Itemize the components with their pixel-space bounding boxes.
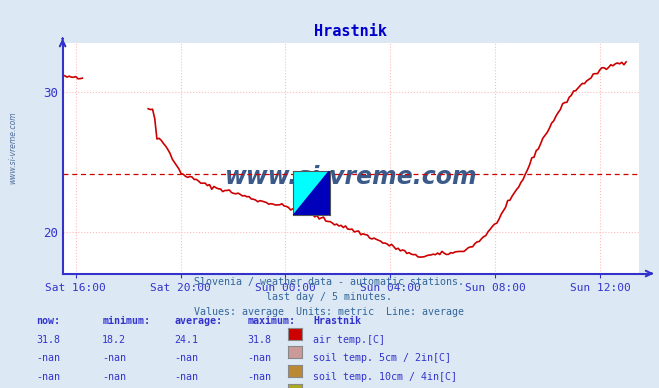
Text: -nan: -nan [102, 353, 126, 364]
Text: -nan: -nan [102, 372, 126, 382]
Text: 31.8: 31.8 [247, 335, 271, 345]
Text: now:: now: [36, 316, 60, 326]
Text: air temp.[C]: air temp.[C] [313, 335, 385, 345]
Title: Hrastnik: Hrastnik [314, 24, 387, 39]
Text: -nan: -nan [36, 353, 60, 364]
Text: -nan: -nan [247, 353, 271, 364]
Text: average:: average: [175, 316, 223, 326]
Text: maximum:: maximum: [247, 316, 295, 326]
Text: last day / 5 minutes.: last day / 5 minutes. [266, 292, 393, 302]
Polygon shape [293, 171, 330, 215]
Text: minimum:: minimum: [102, 316, 150, 326]
Text: www.si-vreme.com: www.si-vreme.com [8, 111, 17, 184]
Text: 31.8: 31.8 [36, 335, 60, 345]
Text: soil temp. 10cm / 4in[C]: soil temp. 10cm / 4in[C] [313, 372, 457, 382]
Text: www.si-vreme.com: www.si-vreme.com [225, 165, 477, 189]
Text: Hrastnik: Hrastnik [313, 316, 361, 326]
Text: Slovenia / weather data - automatic stations.: Slovenia / weather data - automatic stat… [194, 277, 465, 288]
Text: -nan: -nan [247, 372, 271, 382]
Text: -nan: -nan [175, 353, 198, 364]
Text: 24.1: 24.1 [175, 335, 198, 345]
Text: -nan: -nan [175, 372, 198, 382]
Text: Values: average  Units: metric  Line: average: Values: average Units: metric Line: aver… [194, 307, 465, 317]
Text: 18.2: 18.2 [102, 335, 126, 345]
Polygon shape [293, 171, 330, 215]
Text: soil temp. 5cm / 2in[C]: soil temp. 5cm / 2in[C] [313, 353, 451, 364]
Text: -nan: -nan [36, 372, 60, 382]
